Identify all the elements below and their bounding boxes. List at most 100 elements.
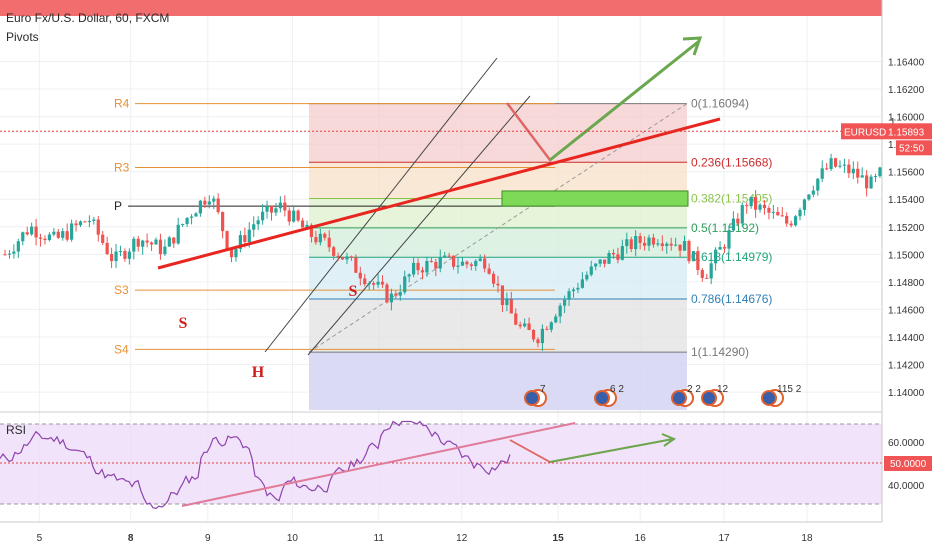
time-tick-label: 16 <box>635 533 647 544</box>
candle-body <box>7 253 12 255</box>
candle-body <box>3 254 7 256</box>
candle-body <box>527 323 531 331</box>
candle-body <box>465 261 469 265</box>
pattern-label-head: H <box>252 364 265 381</box>
event-flag-icon[interactable] <box>701 390 717 406</box>
candle-body <box>749 196 753 207</box>
candle-body <box>709 263 713 279</box>
candle-body <box>558 305 562 317</box>
candle-body <box>83 221 87 223</box>
candle-body <box>869 176 873 189</box>
candle-body <box>96 219 100 235</box>
price-tag-symbol: EURUSD <box>844 127 886 138</box>
candle-body <box>589 266 593 275</box>
candle-body <box>491 273 496 284</box>
candle-body <box>358 272 362 279</box>
candle-body <box>523 323 527 327</box>
candle-body <box>225 231 229 249</box>
candle-body <box>691 251 696 262</box>
fib-level-label: 0.5(1.15192) <box>691 221 759 235</box>
rsi-band <box>0 424 882 504</box>
candle-body <box>176 224 180 244</box>
event-count-label: 115 2 <box>777 384 802 395</box>
channel-lower-line <box>307 95 531 356</box>
candle-body <box>629 239 633 250</box>
candle-body <box>101 234 105 243</box>
candle-body <box>789 223 793 226</box>
candle-body <box>309 224 314 238</box>
candle-body <box>780 215 784 217</box>
candle-body <box>669 243 673 246</box>
candle-body <box>602 259 607 264</box>
candle-body <box>65 231 69 240</box>
candle-body <box>656 243 660 245</box>
candle-body <box>265 205 269 212</box>
candle-body <box>500 285 505 306</box>
candle-body <box>16 241 20 252</box>
candle-body <box>443 255 447 258</box>
candle-body <box>47 234 52 241</box>
candle-body <box>798 209 802 217</box>
candle-body <box>114 251 118 262</box>
candle-body <box>247 229 251 243</box>
candle-body <box>865 175 869 189</box>
candle-body <box>505 299 509 306</box>
candle-body <box>696 251 700 271</box>
candle-body <box>594 263 598 267</box>
time-tick-label: 10 <box>287 533 299 544</box>
candle-body <box>163 246 167 255</box>
candle-body <box>687 241 691 262</box>
candle-body <box>487 268 491 274</box>
candle-body <box>829 158 833 169</box>
candle-body <box>474 260 478 267</box>
candle-body <box>70 223 74 240</box>
top-alert-banner <box>0 0 882 16</box>
event-flag-icon[interactable] <box>671 390 687 406</box>
price-tick-label: 1.14600 <box>888 305 925 316</box>
candle-body <box>300 220 305 228</box>
event-count-label: 12 <box>717 384 729 395</box>
price-tick-label: 1.15200 <box>888 223 925 234</box>
price-tick-label: 1.16400 <box>888 57 925 68</box>
candle-body <box>34 226 38 238</box>
target-zone-box <box>501 190 689 207</box>
candle-body <box>21 232 25 242</box>
event-count-label: 6 2 <box>610 384 624 395</box>
event-flag-icon[interactable] <box>524 390 540 406</box>
candle-body <box>416 262 420 271</box>
candle-body <box>261 211 265 221</box>
candle-body <box>43 238 47 241</box>
candle-body <box>598 259 602 264</box>
fib-band <box>309 298 687 353</box>
candle-body <box>216 198 220 213</box>
rsi-trend-line <box>181 422 576 507</box>
candle-body <box>580 279 584 288</box>
candle-body <box>585 274 589 280</box>
candle-body <box>847 164 851 174</box>
countdown-label: 52:50 <box>899 143 924 154</box>
candle-body <box>194 213 198 217</box>
candle-body <box>30 226 34 235</box>
candle-body <box>221 212 225 232</box>
candle-body <box>372 283 376 285</box>
rsi-tick-label: 40.0000 <box>888 481 925 492</box>
candle-body <box>665 243 669 247</box>
pivot-label-s4: S4 <box>114 342 129 356</box>
candle-body <box>92 219 96 221</box>
event-flag-icon[interactable] <box>761 390 777 406</box>
candle-body <box>678 244 682 251</box>
candle-body <box>616 254 620 260</box>
candle-body <box>762 204 767 209</box>
candle-body <box>816 178 820 191</box>
candle-body <box>802 199 807 210</box>
candle-body <box>625 239 629 247</box>
candle-body <box>509 299 513 314</box>
channel-upper-line <box>264 57 498 353</box>
candle-body <box>287 210 291 222</box>
candle-body <box>136 238 140 247</box>
candle-body <box>447 255 451 257</box>
candle-body <box>576 287 580 290</box>
candle-body <box>398 292 402 296</box>
event-flag-icon[interactable] <box>594 390 610 406</box>
